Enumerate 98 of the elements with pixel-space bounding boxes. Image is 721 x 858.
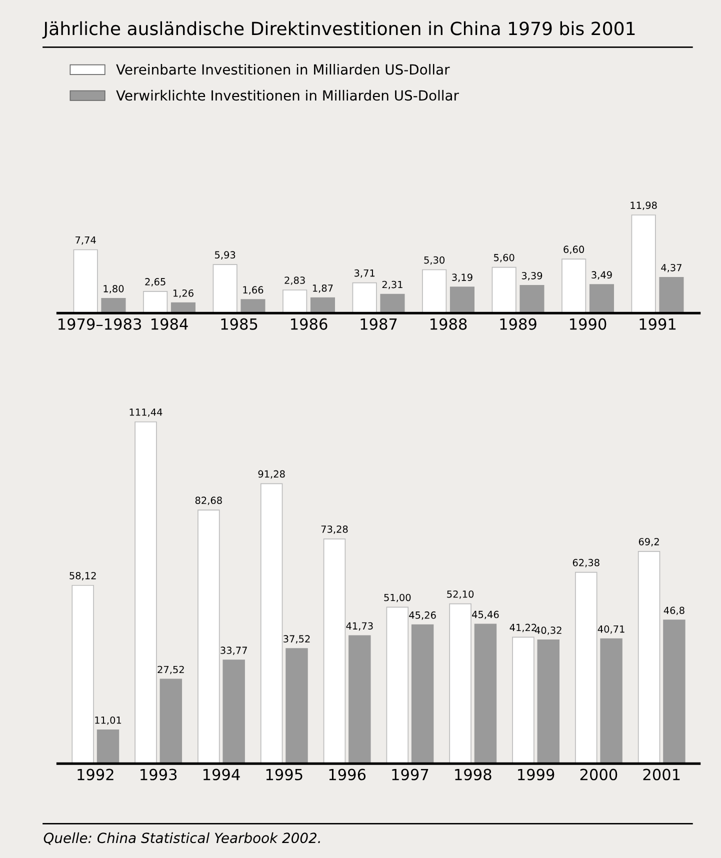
bar: [450, 286, 474, 314]
data-label: 11,98: [630, 202, 657, 210]
bar: [260, 483, 283, 764]
data-label: 3,19: [452, 274, 472, 282]
data-label: 111,44: [130, 408, 162, 417]
bar: [575, 572, 598, 764]
bar: [631, 214, 656, 314]
data-label: 40,32: [534, 626, 562, 635]
data-label: 11,01: [95, 716, 122, 725]
bar: [512, 636, 534, 764]
data-label: 46,8: [664, 606, 684, 616]
bar: [422, 269, 447, 314]
data-label: 6,60: [564, 246, 584, 254]
data-label: 52,10: [447, 590, 474, 599]
data-label: 2,65: [145, 278, 166, 286]
bar: [348, 635, 371, 764]
bar: [352, 282, 377, 314]
x-tick-label: 1987: [360, 318, 397, 330]
bar: [198, 510, 220, 764]
data-label: 3,49: [592, 271, 612, 280]
x-tick-label: 1996: [329, 768, 366, 780]
bar: [96, 729, 120, 764]
data-label: 51,00: [384, 594, 411, 602]
bar: [160, 678, 182, 764]
data-label: 1,26: [173, 289, 194, 298]
x-tick-label: 2001: [643, 768, 680, 780]
data-label: 37,52: [284, 635, 310, 644]
x-tick-label: 1998: [455, 768, 492, 780]
data-label: 2,83: [284, 276, 305, 285]
x-tick-label: 1997: [392, 768, 428, 780]
data-label: 1,66: [243, 286, 264, 295]
data-label: 3,71: [354, 269, 374, 278]
data-label: 91,28: [258, 470, 285, 479]
source-note: Quelle: China Statistical Yearbook 2002.: [44, 832, 320, 845]
data-label: 4,37: [661, 264, 682, 272]
bar: [663, 620, 686, 764]
legend-label: Verwirklichte Investitionen in Milliarden US-Dollar: [116, 90, 459, 101]
bar: [562, 258, 586, 314]
bar: [143, 291, 168, 314]
bar: [537, 640, 560, 764]
data-label: 5,93: [215, 251, 236, 260]
bar: [474, 624, 497, 764]
bar: [72, 584, 94, 764]
data-label: 69,2: [638, 538, 659, 546]
data-label: 73,28: [321, 525, 348, 534]
bar: [380, 294, 405, 314]
data-label: 58,12: [70, 572, 96, 580]
bar: [101, 298, 126, 314]
bar: [659, 276, 684, 314]
bar: [240, 299, 266, 314]
data-label: 2,31: [382, 280, 402, 290]
x-tick-label: 1989: [500, 318, 536, 330]
x-tick-label: 1986: [291, 318, 328, 330]
data-label: 5,30: [424, 256, 444, 265]
bar: [492, 266, 516, 314]
data-label: 40,71: [598, 625, 624, 634]
bar: [282, 290, 308, 314]
bar: [286, 648, 308, 764]
x-tick-label: 1985: [221, 318, 258, 330]
data-label: 82,68: [195, 496, 222, 506]
bar: [411, 624, 434, 764]
x-tick-label: 1992: [78, 768, 114, 780]
chart-title: Jährliche ausländische Direktinvestitionen in China 1979 bis 2001: [42, 21, 635, 39]
bar: [589, 284, 614, 314]
x-tick-label: 1990: [570, 318, 606, 330]
x-tick-label: 1993: [140, 768, 177, 780]
data-label: 1,87: [312, 284, 333, 293]
data-label: 62,38: [572, 558, 600, 568]
x-tick-label: 1995: [266, 768, 302, 780]
data-label: 33,77: [220, 646, 247, 655]
data-label: 41,22: [510, 624, 536, 632]
bar: [520, 284, 544, 314]
legend-label: Vereinbarte Investitionen in Milliarden US-Dollar: [116, 64, 450, 75]
bar: [73, 249, 98, 314]
x-tick-label: 1999: [518, 768, 554, 780]
bar: [386, 606, 409, 764]
bar: [449, 603, 472, 764]
data-label: 1,80: [104, 285, 124, 294]
x-tick-label: 1984: [152, 318, 188, 330]
bar: [212, 264, 238, 314]
bar: [600, 638, 622, 764]
x-tick-label: 2000: [580, 768, 618, 780]
x-tick-label: 1988: [430, 318, 467, 330]
bar: [310, 297, 336, 314]
data-label: 45,26: [409, 611, 436, 620]
x-tick-label: 1979–1983: [58, 318, 142, 330]
data-label: 7,74: [76, 236, 96, 245]
bar: [222, 660, 245, 764]
x-tick-label: 1994: [203, 768, 240, 780]
data-label: 27,52: [158, 666, 184, 674]
bar: [638, 550, 660, 764]
data-label: 45,46: [472, 610, 499, 620]
bar: [323, 538, 346, 764]
data-label: 5,60: [494, 254, 514, 262]
x-tick-label: 1991: [640, 318, 676, 330]
data-label: 41,73: [346, 622, 373, 631]
data-label: 3,39: [522, 272, 542, 280]
bar: [134, 421, 157, 764]
